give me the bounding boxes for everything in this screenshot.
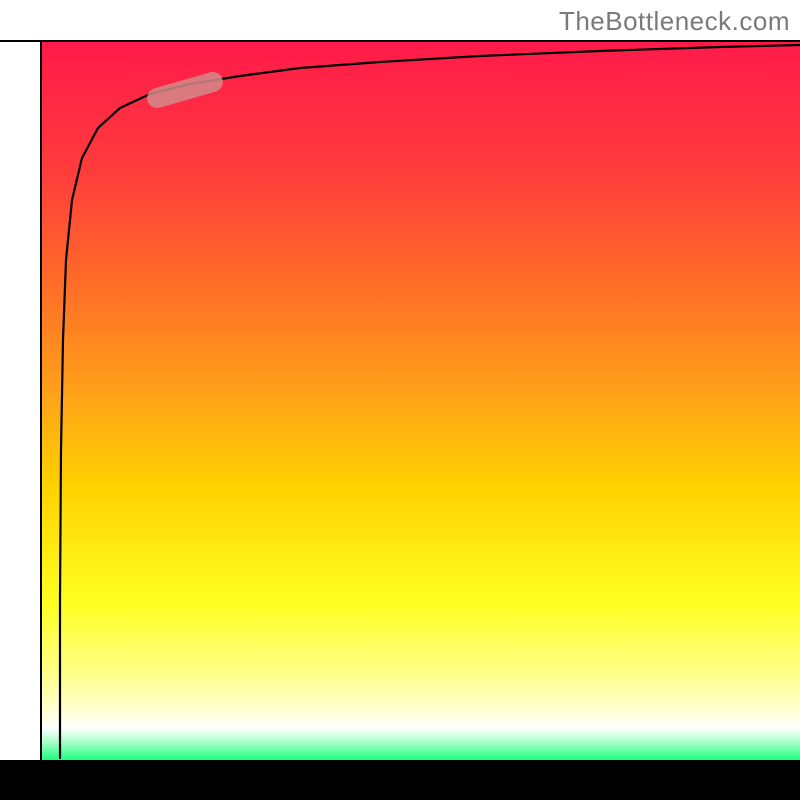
plot-border-bottom xyxy=(0,760,800,800)
highlight-marker xyxy=(0,0,800,800)
watermark-text: TheBottleneck.com xyxy=(559,6,790,37)
plot-border-top xyxy=(0,40,800,42)
plot-border-left xyxy=(40,40,42,760)
chart-container: TheBottleneck.com xyxy=(0,0,800,800)
